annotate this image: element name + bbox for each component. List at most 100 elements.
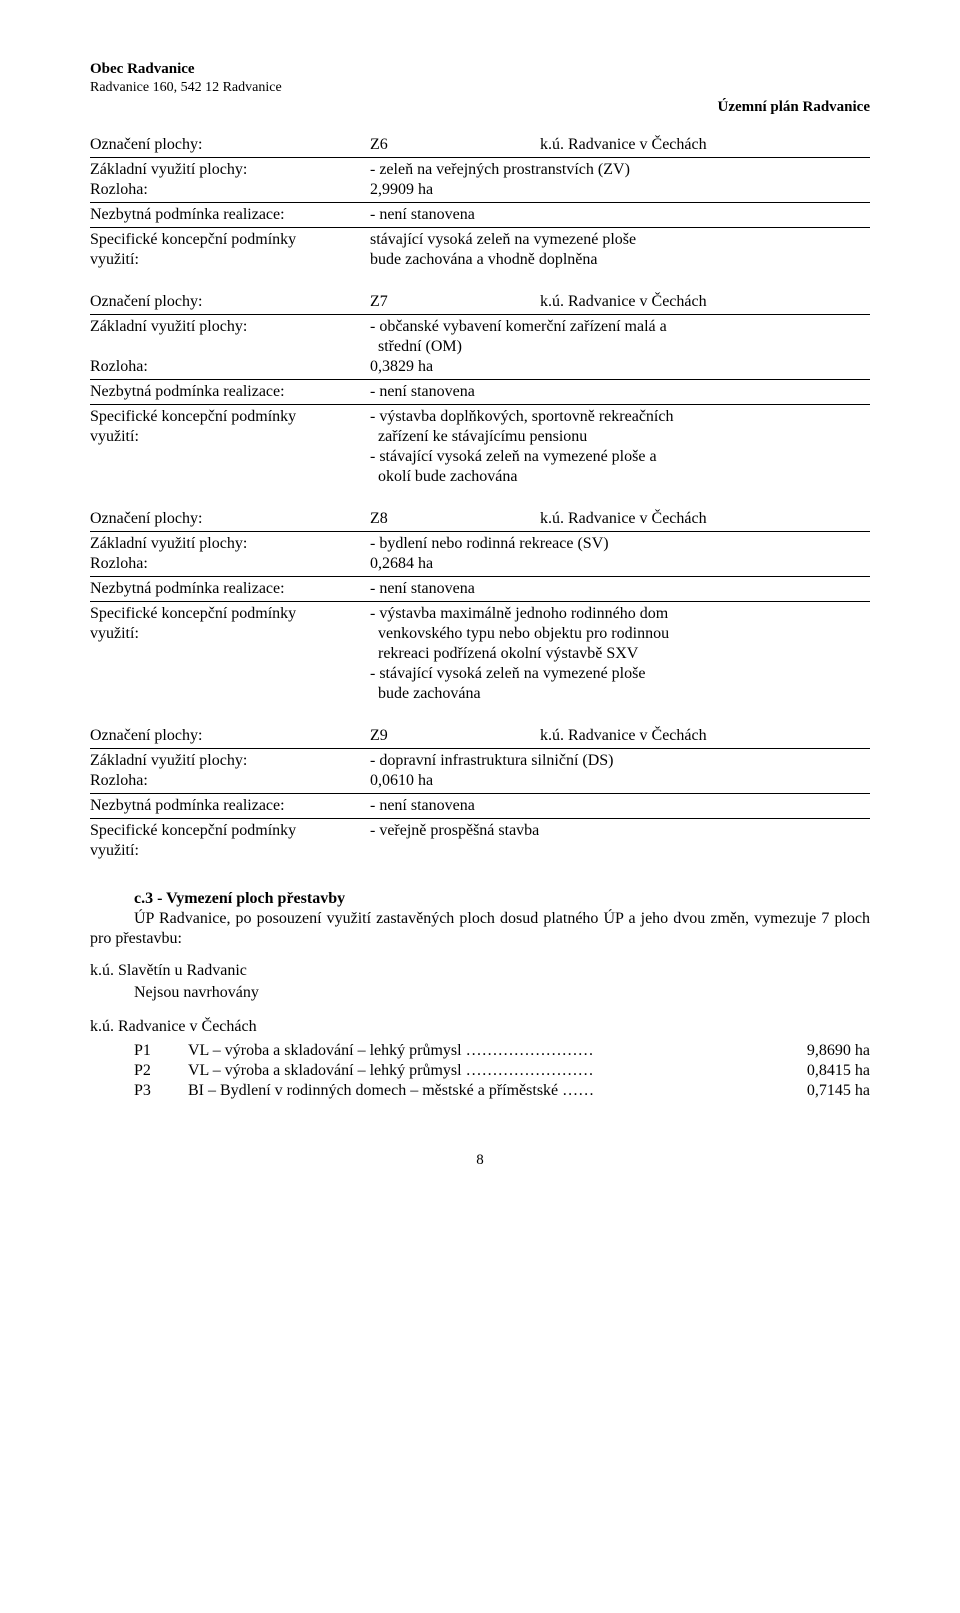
row-zakladni: Základní využití plochy:- dopravní infra… <box>90 749 870 771</box>
text-line: využití: <box>90 842 139 859</box>
p-desc: BI – Bydlení v rodinných domech – městsk… <box>188 1081 760 1101</box>
value-specificke: - výstavba doplňkových, sportovně rekrea… <box>370 407 870 487</box>
text-line: stávající vysoká zeleň na vymezené ploše <box>370 230 870 250</box>
text-line: využití: <box>90 625 139 642</box>
row-nezbytna: Nezbytná podmínka realizace:- není stano… <box>90 794 870 819</box>
row-rozloha: Rozloha:2,9909 ha <box>90 180 870 203</box>
ku-radvanice-title: k.ú. Radvanice v Čechách <box>90 1017 870 1037</box>
label-specificke: Specifické koncepční podmínky využití: <box>90 604 370 644</box>
p-code: P1 <box>90 1041 188 1061</box>
ku-suffix: k.ú. Radvanice v Čechách <box>540 727 707 744</box>
label-nezbytna: Nezbytná podmínka realizace: <box>90 579 370 599</box>
text-line: rekreaci podřízená okolní výstavbě SXV <box>370 644 870 664</box>
label-oznaceni: Označení plochy: <box>90 509 370 529</box>
p-desc: VL – výroba a skladování – lehký průmysl… <box>188 1061 760 1081</box>
ku-suffix: k.ú. Radvanice v Čechách <box>540 136 707 153</box>
section-c3-title: c.3 - Vymezení ploch přestavby <box>134 890 345 907</box>
p-area: 0,8415 ha <box>760 1061 870 1081</box>
header-org: Obec Radvanice <box>90 60 870 79</box>
label-rozloha: Rozloha: <box>90 357 370 377</box>
text-line: - stávající vysoká zeleň na vymezené plo… <box>370 447 870 467</box>
text-line: - veřejně prospěšná stavba <box>370 821 870 841</box>
value-oznaceni: Z7k.ú. Radvanice v Čechách <box>370 292 870 312</box>
p-desc: VL – výroba a skladování – lehký průmysl… <box>188 1041 760 1061</box>
row-nezbytna: Nezbytná podmínka realizace:- není stano… <box>90 577 870 602</box>
text-line: Specifické koncepční podmínky <box>90 822 296 839</box>
value-zakladni: - dopravní infrastruktura silniční (DS) <box>370 751 870 771</box>
label-oznaceni: Označení plochy: <box>90 292 370 312</box>
row-rozloha: Rozloha:0,2684 ha <box>90 554 870 577</box>
plot-blocks: Označení plochy:Z6k.ú. Radvanice v Čechá… <box>90 135 870 861</box>
label-specificke: Specifické koncepční podmínky využití: <box>90 821 370 861</box>
text-line: využití: <box>90 251 139 268</box>
plot-code: Z6 <box>370 135 540 155</box>
row-oznaceni: Označení plochy:Z6k.ú. Radvanice v Čechá… <box>90 135 870 158</box>
p-area: 9,8690 ha <box>760 1041 870 1061</box>
value-specificke: stávající vysoká zeleň na vymezené ploše… <box>370 230 870 270</box>
section-c3-paragraph: ÚP Radvanice, po posouzení využití zasta… <box>90 909 870 949</box>
label-rozloha: Rozloha: <box>90 771 370 791</box>
ku-suffix: k.ú. Radvanice v Čechách <box>540 510 707 527</box>
text-line: - výstavba maximálně jednoho rodinného d… <box>370 604 870 624</box>
label-zakladni: Základní využití plochy: <box>90 160 370 180</box>
header-addr: Radvanice 160, 542 12 Radvanice <box>90 79 870 97</box>
value-zakladni: - občanské vybavení komerční zařízení ma… <box>370 317 667 357</box>
value-nezbytna: - není stanovena <box>370 382 870 402</box>
text-line: využití: <box>90 428 139 445</box>
value-rozloha: 0,2684 ha <box>370 554 870 574</box>
row-oznaceni: Označení plochy:Z7k.ú. Radvanice v Čechá… <box>90 292 870 315</box>
ku-radvanice: k.ú. Radvanice v Čechách P1VL – výroba a… <box>90 1017 870 1101</box>
label-specificke: Specifické koncepční podmínky využití: <box>90 407 370 447</box>
row-nezbytna: Nezbytná podmínka realizace:- není stano… <box>90 203 870 228</box>
label-nezbytna: Nezbytná podmínka realizace: <box>90 205 370 225</box>
value-nezbytna: - není stanovena <box>370 796 870 816</box>
text-line: - výstavba doplňkových, sportovně rekrea… <box>370 407 870 427</box>
label-oznaceni: Označení plochy: <box>90 726 370 746</box>
value-oznaceni: Z9k.ú. Radvanice v Čechách <box>370 726 870 746</box>
label-zakladni: Základní využití plochy: <box>90 534 370 554</box>
row-specificke: Specifické koncepční podmínky využití: - v… <box>90 602 870 704</box>
row-zakladni: Základní využití plochy:- občanské vybav… <box>90 315 870 357</box>
text-line: bude zachována a vhodně doplněna <box>370 250 870 270</box>
value-oznaceni: Z8k.ú. Radvanice v Čechách <box>370 509 870 529</box>
text-line: Specifické koncepční podmínky <box>90 231 296 248</box>
text-line: Specifické koncepční podmínky <box>90 605 296 622</box>
label-oznaceni: Označení plochy: <box>90 135 370 155</box>
text-line: Specifické koncepční podmínky <box>90 408 296 425</box>
row-rozloha: Rozloha:0,0610 ha <box>90 771 870 794</box>
plot-code: Z8 <box>370 509 540 529</box>
row-rozloha: Rozloha:0,3829 ha <box>90 357 870 380</box>
text-line: střední (OM) <box>370 337 667 357</box>
row-oznaceni: Označení plochy:Z9k.ú. Radvanice v Čechá… <box>90 726 870 749</box>
ku-slavetin: k.ú. Slavětín u Radvanic Nejsou navrhová… <box>90 961 870 1003</box>
ku-slavetin-line: Nejsou navrhovány <box>90 983 870 1003</box>
p-area: 0,7145 ha <box>760 1081 870 1101</box>
plot-code: Z9 <box>370 726 540 746</box>
text-line: - stávající vysoká zeleň na vymezené plo… <box>370 664 870 684</box>
value-nezbytna: - není stanovena <box>370 205 870 225</box>
value-zakladni: - bydlení nebo rodinná rekreace (SV) <box>370 534 870 554</box>
ku-slavetin-title: k.ú. Slavětín u Radvanic <box>90 961 870 981</box>
row-oznaceni: Označení plochy:Z8k.ú. Radvanice v Čechá… <box>90 509 870 532</box>
text-line: bude zachována <box>370 684 870 704</box>
label-nezbytna: Nezbytná podmínka realizace: <box>90 796 370 816</box>
value-zakladni: - zeleň na veřejných prostranstvích (ZV) <box>370 160 870 180</box>
label-rozloha: Rozloha: <box>90 180 370 200</box>
p-code: P3 <box>90 1081 188 1101</box>
row-zakladni: Základní využití plochy:- zeleň na veřej… <box>90 158 870 180</box>
row-specificke: Specifické koncepční podmínky využití: - v… <box>90 819 870 861</box>
p-list-row: P1VL – výroba a skladování – lehký průmy… <box>90 1041 870 1061</box>
text-line: okolí bude zachována <box>370 467 870 487</box>
plot-block: Označení plochy:Z7k.ú. Radvanice v Čechá… <box>90 292 870 487</box>
value-nezbytna: - není stanovena <box>370 579 870 599</box>
plot-code: Z7 <box>370 292 540 312</box>
row-specificke: Specifické koncepční podmínky využití: stá… <box>90 228 870 270</box>
text-line: venkovského typu nebo objektu pro rodinn… <box>370 624 870 644</box>
value-rozloha: 0,0610 ha <box>370 771 870 791</box>
ku-suffix: k.ú. Radvanice v Čechách <box>540 293 707 310</box>
p-list-row: P2VL – výroba a skladování – lehký průmy… <box>90 1061 870 1081</box>
document-title: Územní plán Radvanice <box>90 98 870 117</box>
label-rozloha: Rozloha: <box>90 554 370 574</box>
plot-block: Označení plochy:Z6k.ú. Radvanice v Čechá… <box>90 135 870 270</box>
plot-block: Označení plochy:Z8k.ú. Radvanice v Čechá… <box>90 509 870 704</box>
